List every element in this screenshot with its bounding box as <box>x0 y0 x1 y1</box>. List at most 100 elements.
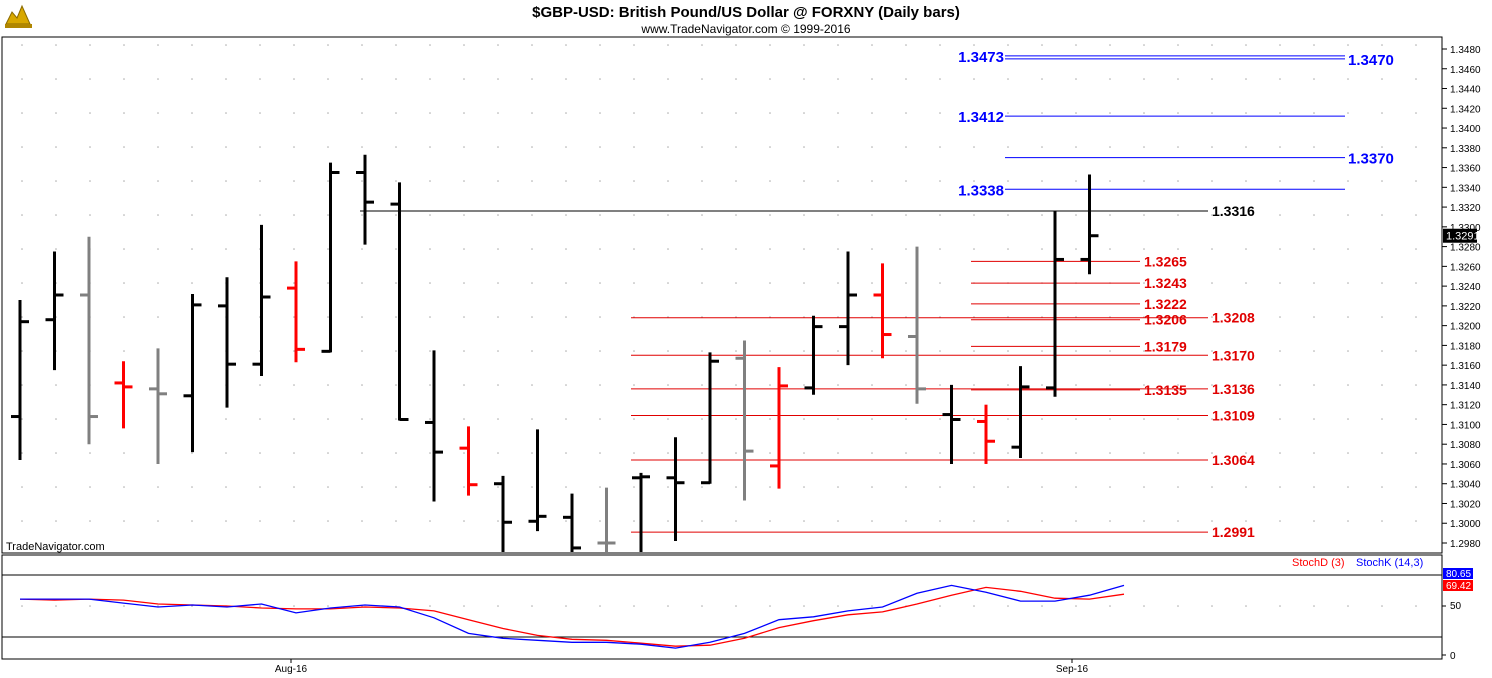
grid-dot <box>89 486 91 488</box>
grid-dot <box>1041 78 1043 80</box>
grid-dot <box>973 214 975 216</box>
grid-dot <box>803 452 805 454</box>
grid-dot <box>599 520 601 522</box>
grid-dot <box>1313 282 1315 284</box>
grid-dot <box>1313 316 1315 318</box>
grid-dot <box>1041 452 1043 454</box>
grid-dot <box>599 605 601 607</box>
grid-dot <box>55 605 57 607</box>
grid-dot <box>871 350 873 352</box>
grid-dot <box>1245 112 1247 114</box>
grid-dot <box>361 248 363 250</box>
price-bar <box>356 154 374 245</box>
grid-dot <box>1313 486 1315 488</box>
grid-dot <box>1007 146 1009 148</box>
grid-dot <box>871 248 873 250</box>
grid-dot <box>1007 78 1009 80</box>
grid-dot <box>191 282 193 284</box>
grid-dot <box>1279 44 1281 46</box>
grid-dot <box>1381 486 1383 488</box>
grid-dot <box>1245 605 1247 607</box>
grid-dot <box>1177 350 1179 352</box>
grid-dot <box>871 78 873 80</box>
stochastic-panel[interactable] <box>1 554 1443 660</box>
price-tick-label: 1.3300 <box>1450 223 1481 234</box>
grid-dot <box>871 605 873 607</box>
stoch-d-label: StochD (3) <box>1292 557 1345 569</box>
grid-dot <box>565 78 567 80</box>
grid-dot <box>123 350 125 352</box>
grid-dot <box>259 452 261 454</box>
grid-dot <box>191 180 193 182</box>
grid-dot <box>973 486 975 488</box>
grid-dot <box>123 112 125 114</box>
grid-dot <box>1007 384 1009 386</box>
grid-dot <box>55 384 57 386</box>
grid-dot <box>1347 248 1349 250</box>
grid-dot <box>905 486 907 488</box>
stoch-k-value: 80.65 <box>1446 569 1471 580</box>
grid-dot <box>327 44 329 46</box>
grid-dot <box>667 180 669 182</box>
grid-dot <box>1313 418 1315 420</box>
grid-dot <box>225 486 227 488</box>
grid-dot <box>1279 112 1281 114</box>
grid-dot <box>259 78 261 80</box>
grid-dot <box>701 418 703 420</box>
grid-dot <box>565 418 567 420</box>
price-panel[interactable]: 1.3473 1.3470 1.3412 1.3370 1.3338 1.3316 1.32… <box>1 36 1443 554</box>
trade-navigator-logo[interactable] <box>3 3 35 31</box>
grid-dot <box>327 112 329 114</box>
grid-dot <box>939 146 941 148</box>
grid-dot <box>1381 44 1383 46</box>
grid-dot <box>1347 605 1349 607</box>
grid-dot <box>769 384 771 386</box>
blue-level-label: 1.3473 <box>958 49 1004 66</box>
grid-dot <box>1245 146 1247 148</box>
grid-dot <box>633 282 635 284</box>
grid-dot <box>1007 214 1009 216</box>
grid-dot <box>497 180 499 182</box>
grid-dot <box>21 180 23 182</box>
grid-dot <box>89 146 91 148</box>
grid-dot <box>1211 384 1213 386</box>
grid-dot <box>701 520 703 522</box>
grid-dot <box>293 146 295 148</box>
grid-dot <box>905 214 907 216</box>
grid-dot <box>701 605 703 607</box>
red-level-label: 1.3265 <box>1144 253 1187 269</box>
grid-dot <box>1041 418 1043 420</box>
grid-dot <box>565 248 567 250</box>
grid-dot <box>599 452 601 454</box>
grid-dot <box>1075 214 1077 216</box>
grid-dot <box>497 146 499 148</box>
grid-dot <box>1109 384 1111 386</box>
grid-dot <box>973 180 975 182</box>
grid-dot <box>327 605 329 607</box>
grid-dot <box>701 452 703 454</box>
grid-dot <box>463 520 465 522</box>
grid-dot <box>191 78 193 80</box>
grid-dot <box>565 350 567 352</box>
grid-dot <box>531 180 533 182</box>
grid-dot <box>395 214 397 216</box>
black-level-label: 1.3316 <box>1212 203 1255 219</box>
grid-dot <box>1347 282 1349 284</box>
grid-dot <box>429 282 431 284</box>
grid-dot <box>429 248 431 250</box>
grid-dot <box>361 350 363 352</box>
grid-dot <box>1415 350 1417 352</box>
grid-dot <box>1381 180 1383 182</box>
price-bar <box>494 475 512 552</box>
grid-dot <box>1143 384 1145 386</box>
grid-dot <box>1075 248 1077 250</box>
grid-dot <box>21 452 23 454</box>
grid-dot <box>1279 248 1281 250</box>
price-bar <box>1046 211 1064 397</box>
price-tick-label: 1.3060 <box>1450 460 1481 471</box>
grid-dot <box>497 78 499 80</box>
grid-dot <box>939 605 941 607</box>
grid-dot <box>1109 605 1111 607</box>
stoch-k-label: StochK (14,3) <box>1356 557 1423 569</box>
grid-dot <box>293 214 295 216</box>
